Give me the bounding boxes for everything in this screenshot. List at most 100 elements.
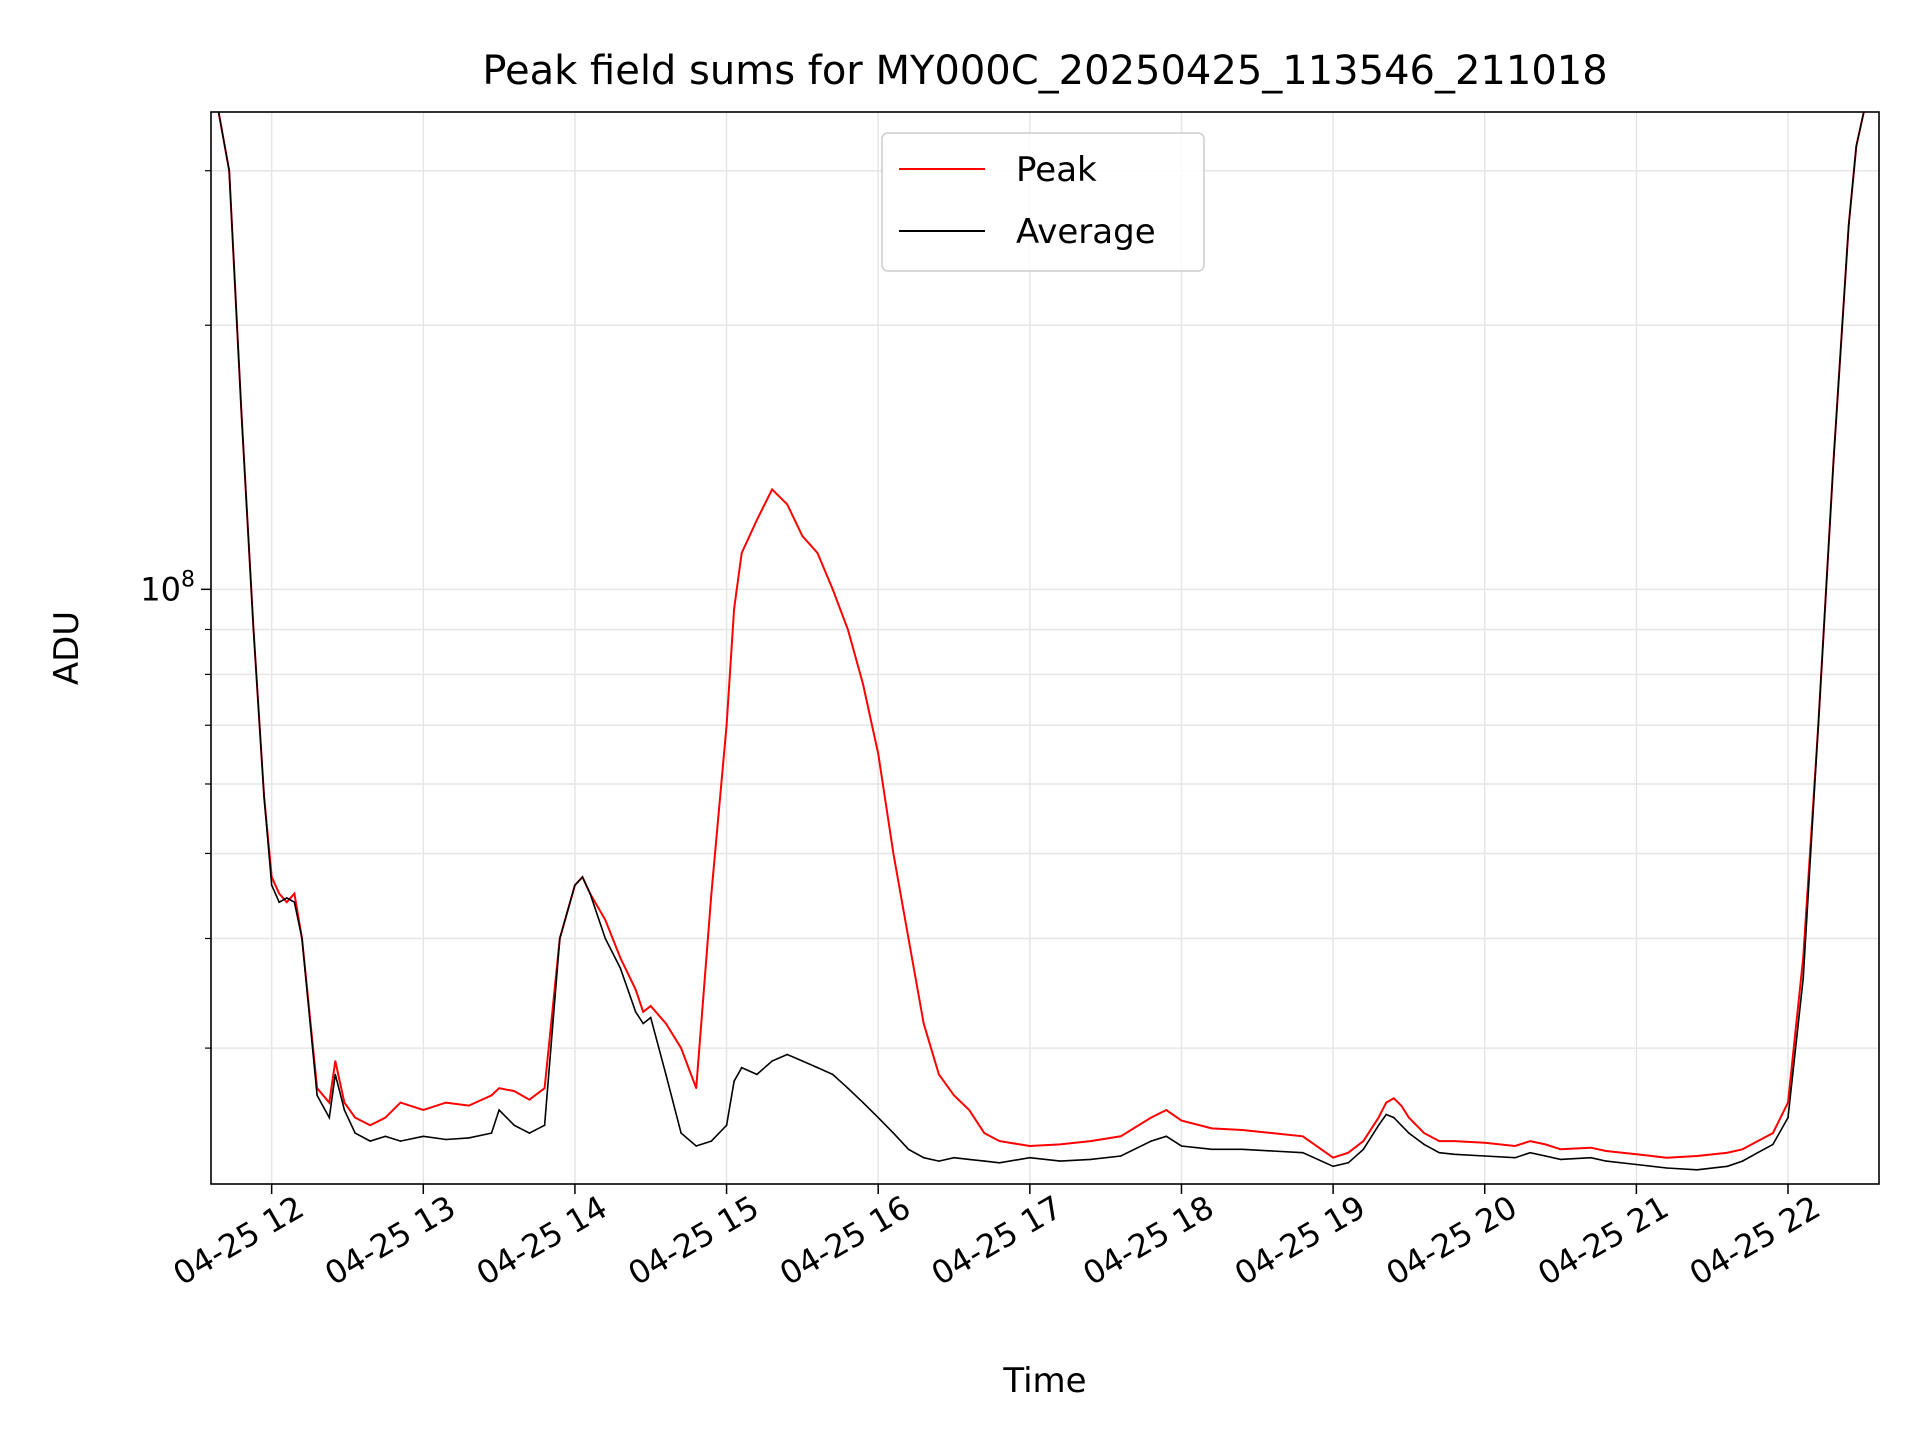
plot-frame xyxy=(210,111,1880,1185)
data-point-average xyxy=(581,876,584,878)
data-point-peak xyxy=(649,1005,652,1007)
data-point-peak xyxy=(1483,1142,1486,1144)
data-point-peak xyxy=(1605,1150,1607,1152)
data-point-peak xyxy=(445,1101,447,1104)
data-point-peak xyxy=(619,957,622,959)
data-point-peak xyxy=(907,937,910,940)
data-point-average xyxy=(1590,1156,1592,1159)
data-point-peak xyxy=(343,1101,346,1104)
data-point-peak xyxy=(1423,1132,1425,1134)
data-point-average xyxy=(1741,1160,1744,1162)
data-point-peak xyxy=(634,988,637,991)
legend: Peak Average xyxy=(881,132,1205,272)
data-point-peak xyxy=(695,1087,697,1089)
data-point-average xyxy=(490,1132,493,1134)
data-point-peak xyxy=(1726,1151,1729,1154)
data-point-peak xyxy=(892,852,895,855)
data-point-peak xyxy=(384,1116,387,1119)
data-point-peak xyxy=(604,919,607,921)
data-point-average xyxy=(922,1156,925,1159)
data-point-peak xyxy=(1772,1132,1774,1134)
data-point-peak xyxy=(1241,1129,1243,1131)
data-point-average xyxy=(756,1073,758,1076)
data-point-average xyxy=(968,1158,970,1161)
data-point-average xyxy=(334,1073,337,1076)
data-point-peak xyxy=(1453,1140,1456,1142)
data-point-peak xyxy=(1332,1156,1334,1159)
data-point-peak xyxy=(816,552,819,554)
data-point-peak xyxy=(680,1047,682,1049)
data-point-average xyxy=(399,1140,402,1142)
data-point-average xyxy=(445,1138,447,1141)
data-point-average xyxy=(983,1160,986,1162)
data-point-peak xyxy=(1165,1109,1168,1111)
data-point-average xyxy=(369,1140,372,1142)
data-point-peak xyxy=(286,901,288,903)
data-point-peak xyxy=(877,752,879,755)
data-point-average xyxy=(1635,1163,1638,1166)
data-point-peak xyxy=(1362,1140,1365,1142)
data-point-average xyxy=(1029,1156,1031,1159)
data-point-average xyxy=(642,1022,644,1025)
data-point-peak xyxy=(983,1132,986,1134)
data-point-peak xyxy=(953,1094,955,1097)
data-point-average xyxy=(422,1135,425,1138)
y-axis-label: ADU xyxy=(47,611,87,685)
chart-title: Peak field sums for MY000C_20250425_1135… xyxy=(482,48,1607,94)
data-point-peak xyxy=(399,1101,402,1104)
data-point-average xyxy=(862,1101,864,1104)
data-point-average xyxy=(1180,1145,1183,1147)
data-point-average xyxy=(543,1124,546,1127)
data-point-average xyxy=(1089,1158,1092,1161)
data-point-average xyxy=(1665,1167,1668,1169)
data-point-average xyxy=(528,1132,531,1134)
data-point-peak xyxy=(801,535,804,537)
data-point-average xyxy=(1559,1158,1562,1161)
x-axis-label: Time xyxy=(1002,1361,1086,1401)
data-point-average xyxy=(1347,1162,1350,1164)
data-point-peak xyxy=(771,488,773,491)
data-point-average xyxy=(938,1160,940,1162)
data-point-peak xyxy=(1302,1135,1304,1138)
data-point-peak xyxy=(733,608,735,610)
data-point-peak xyxy=(1029,1145,1031,1147)
data-point-peak xyxy=(293,892,296,895)
data-point-average xyxy=(680,1132,682,1134)
data-point-average xyxy=(1756,1151,1759,1154)
data-point-peak xyxy=(786,503,788,506)
data-point-peak xyxy=(642,1011,644,1013)
data-point-average xyxy=(892,1132,895,1134)
data-point-average xyxy=(847,1087,849,1089)
data-point-peak xyxy=(513,1090,516,1092)
data-point-average xyxy=(263,796,265,798)
data-point-peak xyxy=(354,1116,356,1119)
data-point-peak xyxy=(968,1109,970,1111)
data-point-peak xyxy=(1665,1156,1668,1159)
data-point-average xyxy=(1332,1165,1334,1168)
data-point-average xyxy=(1772,1143,1774,1146)
data-point-average xyxy=(1150,1140,1152,1142)
data-point-average xyxy=(695,1145,697,1147)
data-point-average xyxy=(1802,977,1804,980)
data-point-average xyxy=(1393,1116,1395,1119)
data-point-average xyxy=(278,901,281,903)
data-point-average xyxy=(634,1011,637,1013)
data-point-peak xyxy=(1377,1116,1380,1119)
data-point-average xyxy=(786,1053,788,1056)
series-line-peak xyxy=(217,112,1865,1159)
data-point-peak xyxy=(1150,1116,1152,1119)
data-point-average xyxy=(1423,1143,1425,1146)
data-point-average xyxy=(384,1135,387,1138)
data-point-peak xyxy=(1059,1143,1061,1146)
data-point-peak xyxy=(1438,1140,1441,1142)
data-point-peak xyxy=(1408,1116,1410,1119)
data-point-average xyxy=(1453,1153,1456,1156)
data-point-peak xyxy=(1180,1119,1183,1122)
data-point-average xyxy=(771,1060,773,1062)
data-point-average xyxy=(293,901,296,903)
data-point-average xyxy=(574,884,576,886)
data-point-peak xyxy=(328,1101,331,1104)
data-point-average xyxy=(354,1132,356,1134)
data-point-average xyxy=(498,1109,500,1111)
